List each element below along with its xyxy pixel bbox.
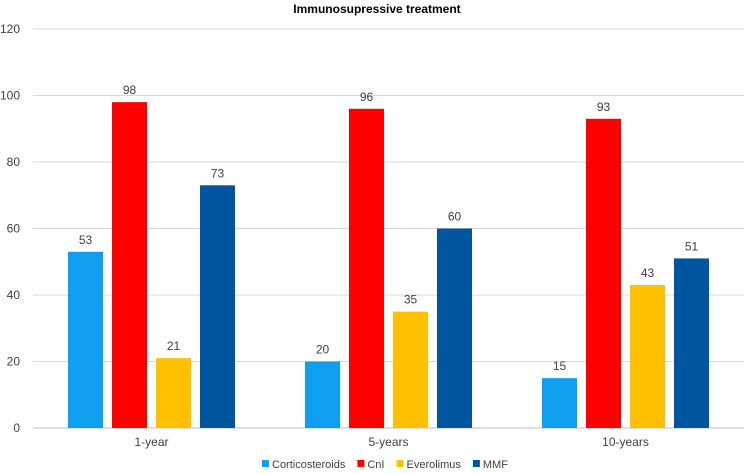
legend: Corticosteroids CnI Everolimus MMF	[262, 459, 508, 471]
bar-cni-10-years	[586, 118, 621, 429]
y-tick-label: 60	[7, 222, 21, 236]
bar-mmf-1-year	[200, 185, 235, 428]
y-tick-label: 100	[0, 89, 20, 103]
data-label: 73	[211, 166, 225, 180]
x-category-label: 5-years	[368, 435, 408, 449]
data-label: 96	[360, 90, 374, 104]
data-label: 60	[448, 210, 462, 224]
y-axis-ticks: 0 20 40 60 80 100 120	[0, 22, 20, 435]
legend-label: Corticosteroids	[272, 459, 346, 471]
bar-corticosteroids-5-years	[305, 361, 340, 428]
data-label: 21	[167, 339, 181, 353]
y-tick-label: 0	[13, 421, 20, 435]
chart-title: Immunosupressive treatment	[293, 2, 460, 16]
y-tick-label: 40	[7, 288, 21, 302]
x-axis-categories: 1-year 5-years 10-years	[134, 435, 648, 449]
bar-corticosteroids-1-year	[68, 251, 103, 428]
x-category-label: 10-years	[602, 435, 649, 449]
y-tick-label: 20	[7, 355, 21, 369]
y-tick-label: 80	[7, 155, 21, 169]
data-label: 15	[553, 359, 567, 373]
bar-corticosteroids-10-years	[542, 378, 577, 428]
gridlines	[33, 28, 744, 429]
legend-label: MMF	[483, 459, 508, 471]
legend-label: CnI	[367, 459, 384, 471]
legend-swatch	[262, 460, 269, 467]
data-label: 35	[404, 293, 418, 307]
bar-cni-1-year	[112, 102, 147, 429]
data-label: 93	[597, 100, 611, 114]
data-label: 98	[123, 83, 137, 97]
data-labels: 53 98 21 73 20 96 35 60 15 93 43 51	[79, 83, 699, 373]
legend-label: Everolimus	[406, 459, 461, 471]
bar-everolimus-5-years	[393, 311, 428, 428]
bar-mmf-5-years	[437, 228, 472, 428]
bar-everolimus-10-years	[630, 285, 665, 428]
bar-cni-5-years	[349, 108, 384, 429]
data-label: 53	[79, 233, 93, 247]
bar-mmf-10-years	[674, 258, 709, 428]
legend-swatch	[396, 460, 404, 467]
bar-everolimus-1-year	[156, 358, 191, 428]
data-label: 51	[685, 239, 699, 253]
legend-swatch	[472, 460, 480, 467]
data-label: 43	[641, 266, 655, 280]
data-label: 20	[316, 343, 330, 357]
bars	[68, 102, 709, 429]
x-category-label: 1-year	[134, 435, 168, 449]
y-tick-label: 120	[0, 22, 20, 36]
legend-swatch	[357, 460, 365, 467]
